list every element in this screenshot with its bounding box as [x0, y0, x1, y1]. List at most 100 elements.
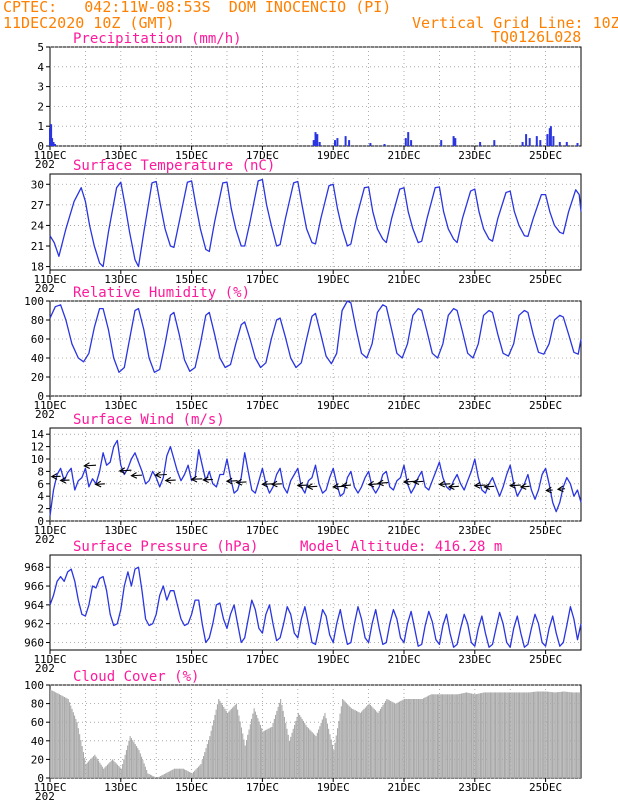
panel6-bar: [558, 692, 560, 778]
panel6-bar: [117, 764, 119, 778]
panel6-bar: [299, 714, 301, 778]
panel4-wind-arrow: [378, 482, 389, 484]
panel6-bar: [458, 694, 460, 778]
panel6-bar: [304, 722, 306, 778]
panel6-bar: [492, 692, 494, 778]
panel4-wind-arrowhead: [59, 476, 67, 484]
panel6-bar: [235, 703, 237, 778]
panel6-bar: [103, 768, 105, 778]
panel6-bar: [143, 763, 145, 778]
panel6-bar: [160, 776, 162, 778]
panel6-bar: [560, 691, 562, 778]
panel6-bar: [417, 699, 419, 778]
panel4-wind-arrowhead: [545, 486, 553, 494]
panel4-wind-arrowhead: [367, 480, 375, 488]
panel6-bar: [277, 706, 279, 778]
panel6-bar: [191, 773, 193, 778]
panel6-bar: [478, 693, 480, 778]
panel6-bar: [127, 745, 129, 778]
panel6-bar: [398, 701, 400, 778]
panel2-ytick-label: 24: [31, 219, 45, 232]
panel6-bar: [377, 712, 379, 778]
panel6-bar: [501, 692, 503, 778]
panel6-bar: [264, 730, 266, 778]
panel6-bar: [291, 732, 293, 778]
panel6-bar: [471, 693, 473, 778]
panel6-bar: [402, 699, 404, 778]
panel1-bar: [404, 138, 407, 146]
panel6-bar: [567, 691, 569, 778]
panel4-wind-arrow: [155, 473, 167, 476]
panel4-wind-arrowhead: [447, 483, 455, 490]
panel4-wind-arrowhead: [130, 472, 138, 479]
panel6-xtick-label: 11DEC: [33, 781, 66, 794]
panel6-bar: [133, 742, 135, 778]
panel6-bar: [520, 692, 522, 778]
panel3-xtick-label: 25DEC: [529, 399, 562, 412]
panel6-bar: [482, 692, 484, 778]
panel4-wind-arrow: [262, 483, 274, 485]
panel6-bar: [506, 692, 508, 778]
panel3-xtick-label: 21DEC: [387, 399, 420, 412]
panel6-bar: [163, 774, 165, 778]
panel6-bar: [295, 720, 297, 778]
panel6-bar: [285, 722, 287, 778]
panel1-bar: [454, 138, 457, 146]
panel4-wind-arrow: [484, 485, 495, 488]
panel6-bar: [521, 692, 523, 778]
panel6-bar: [179, 768, 181, 778]
panel6-bar: [243, 739, 245, 778]
panel6-bar: [387, 699, 389, 778]
panel4-wind-arrowhead: [438, 480, 446, 488]
panel4-xtick-label: 25DEC: [529, 524, 562, 537]
panel6-bar: [211, 725, 213, 778]
panel6-bar: [263, 730, 265, 778]
panel6-bar: [348, 705, 350, 778]
panel6-bar: [194, 770, 196, 778]
panel1-bar: [383, 144, 386, 146]
panel6-bar: [199, 765, 201, 778]
panel6-bar: [104, 767, 106, 778]
panel1-ytick-label: 3: [37, 81, 44, 94]
panel6-bar: [519, 692, 521, 778]
panel6-bar: [58, 694, 60, 778]
panel6-bar: [440, 694, 442, 778]
panel6-bar: [80, 740, 82, 778]
header-run-id: TQ0126L028: [491, 28, 582, 46]
panel4-xtick-label: 15DEC: [175, 524, 208, 537]
panel2-xtick-label: 25DEC: [529, 273, 562, 286]
panel6-bar: [565, 691, 567, 778]
panel6-bar: [372, 707, 374, 778]
panel6-bar: [60, 695, 62, 778]
panel6-bar: [350, 708, 352, 779]
panel6-bar: [366, 706, 368, 778]
panel6-bar: [340, 706, 342, 778]
panel6-bar: [486, 692, 488, 778]
panel6-bar: [229, 710, 231, 778]
panel6-bar: [318, 729, 320, 778]
panel6-bar: [533, 691, 535, 778]
panel4-wind-arrow: [368, 483, 380, 486]
panel6-bar: [324, 712, 326, 778]
panel1-bar: [493, 140, 496, 146]
panel6-bar: [421, 699, 423, 778]
panel6-bar: [125, 750, 127, 778]
panel6-ytick-label: 100: [24, 679, 44, 692]
panel4-wind-arrow: [448, 485, 459, 488]
panel6-bar: [251, 718, 253, 778]
panel6-bar: [227, 712, 229, 778]
panel6-bar: [479, 693, 481, 778]
panel6-bar: [152, 776, 154, 778]
panel6-bar: [354, 710, 356, 778]
panel6-bar: [282, 710, 284, 778]
panel4-ytick-label: 2: [37, 503, 44, 516]
panel6-bar: [161, 775, 163, 778]
panel4-wind-arrowhead: [340, 482, 348, 489]
panel6-bar: [99, 762, 101, 778]
panel6-bar: [94, 754, 96, 779]
panel4-wind-arrowhead: [332, 483, 339, 490]
panel6-bar: [395, 703, 397, 778]
panel6-bar: [364, 707, 366, 778]
panel3-year-fragment: 202: [35, 408, 55, 421]
panel6-bar: [416, 699, 418, 778]
